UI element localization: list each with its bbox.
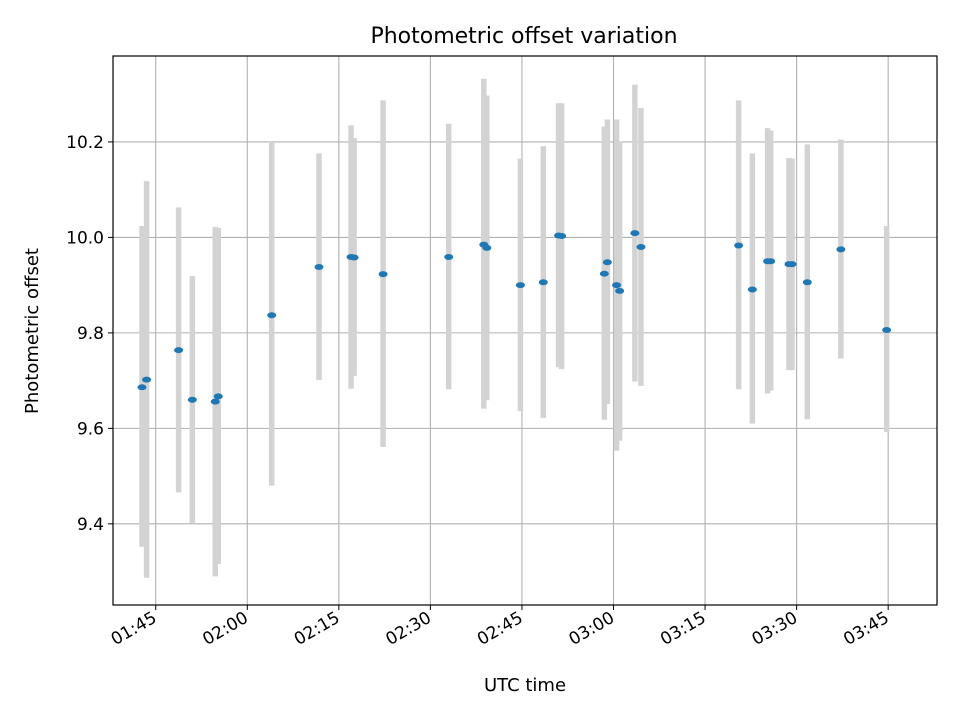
data-point	[734, 242, 744, 249]
y-tick-label: 9.6	[77, 419, 104, 439]
x-tick-label: 03:30	[749, 608, 801, 650]
x-axis-label: UTC time	[484, 675, 566, 696]
y-tick-label: 10.0	[66, 228, 104, 248]
data-point	[747, 286, 757, 293]
data-point	[836, 246, 846, 253]
data-point	[213, 393, 223, 400]
y-axis-label: Photometric offset	[22, 248, 43, 414]
data-point	[802, 279, 812, 286]
y-axis: 9.4 9.6 9.8 10.0 10.2	[66, 133, 113, 535]
data-point	[882, 327, 892, 334]
x-tick-label: 03:00	[566, 608, 618, 650]
data-point	[174, 347, 184, 354]
data-point	[630, 230, 640, 237]
data-point	[612, 282, 622, 289]
data-point	[187, 396, 197, 403]
data-point	[599, 270, 609, 277]
x-axis: 01:45 02:00 02:15 02:30 02:45 03:00 03:15 03:30…	[108, 605, 893, 650]
x-tick-label: 02:45	[474, 608, 526, 650]
plot-frame	[112, 55, 938, 606]
x-tick-label: 02:30	[382, 608, 434, 650]
data-point	[602, 259, 612, 266]
plot-area	[113, 56, 937, 605]
data-point	[636, 243, 646, 250]
data-point	[482, 244, 492, 251]
x-tick-label: 01:45	[108, 608, 160, 650]
data-point	[538, 279, 548, 286]
data-point	[615, 287, 625, 294]
data-point	[515, 282, 525, 289]
data-point	[137, 384, 147, 391]
y-tick-label: 9.8	[77, 324, 104, 344]
x-tick-label: 02:00	[199, 608, 251, 650]
chart-title: Photometric offset variation	[370, 24, 677, 49]
data-point	[444, 253, 454, 260]
data-point	[378, 271, 388, 278]
data-point	[314, 264, 324, 271]
data-points	[137, 230, 892, 405]
x-tick-label: 03:15	[657, 608, 709, 650]
y-tick-label: 10.2	[66, 133, 104, 153]
x-tick-label: 03:45	[840, 608, 892, 650]
data-point	[557, 232, 567, 239]
data-point	[142, 376, 152, 383]
data-point	[210, 398, 220, 405]
data-point	[267, 312, 277, 319]
x-tick-label: 02:15	[291, 608, 343, 650]
data-point	[766, 258, 776, 265]
data-point	[787, 261, 797, 268]
y-tick-label: 9.4	[77, 515, 104, 535]
data-point	[349, 254, 359, 261]
